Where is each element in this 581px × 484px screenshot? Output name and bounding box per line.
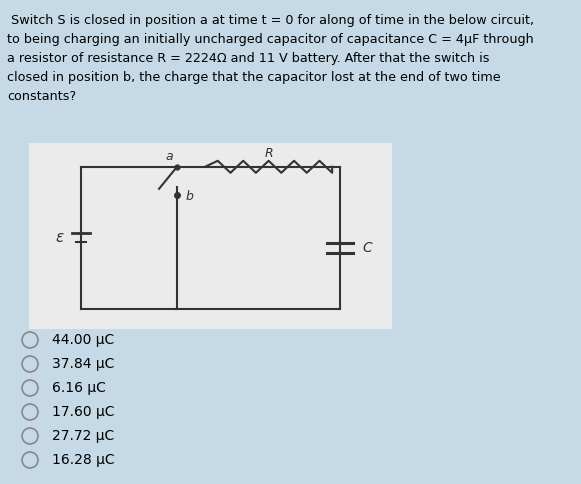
Bar <box>29 143 392 329</box>
Text: C: C <box>362 241 372 255</box>
Text: a: a <box>165 150 173 163</box>
Text: constants?: constants? <box>7 90 76 103</box>
Text: closed in position b, the charge that the capacitor lost at the end of two time: closed in position b, the charge that th… <box>7 71 501 84</box>
Text: ε: ε <box>55 230 63 245</box>
Text: 6.16 μC: 6.16 μC <box>52 381 106 395</box>
Text: Switch S is closed in position a at time t = 0 for along of time in the below ci: Switch S is closed in position a at time… <box>7 14 534 27</box>
Text: 16.28 μC: 16.28 μC <box>52 453 114 467</box>
Text: 17.60 μC: 17.60 μC <box>52 405 114 419</box>
Text: to being charging an initially uncharged capacitor of capacitance C = 4μF throug: to being charging an initially uncharged… <box>7 33 534 46</box>
Text: b: b <box>185 190 193 203</box>
Text: 44.00 μC: 44.00 μC <box>52 333 114 347</box>
Text: 27.72 μC: 27.72 μC <box>52 429 114 443</box>
Text: R: R <box>264 147 273 160</box>
Text: 37.84 μC: 37.84 μC <box>52 357 114 371</box>
Text: a resistor of resistance R = 2224Ω and 11 V battery. After that the switch is: a resistor of resistance R = 2224Ω and 1… <box>7 52 490 65</box>
